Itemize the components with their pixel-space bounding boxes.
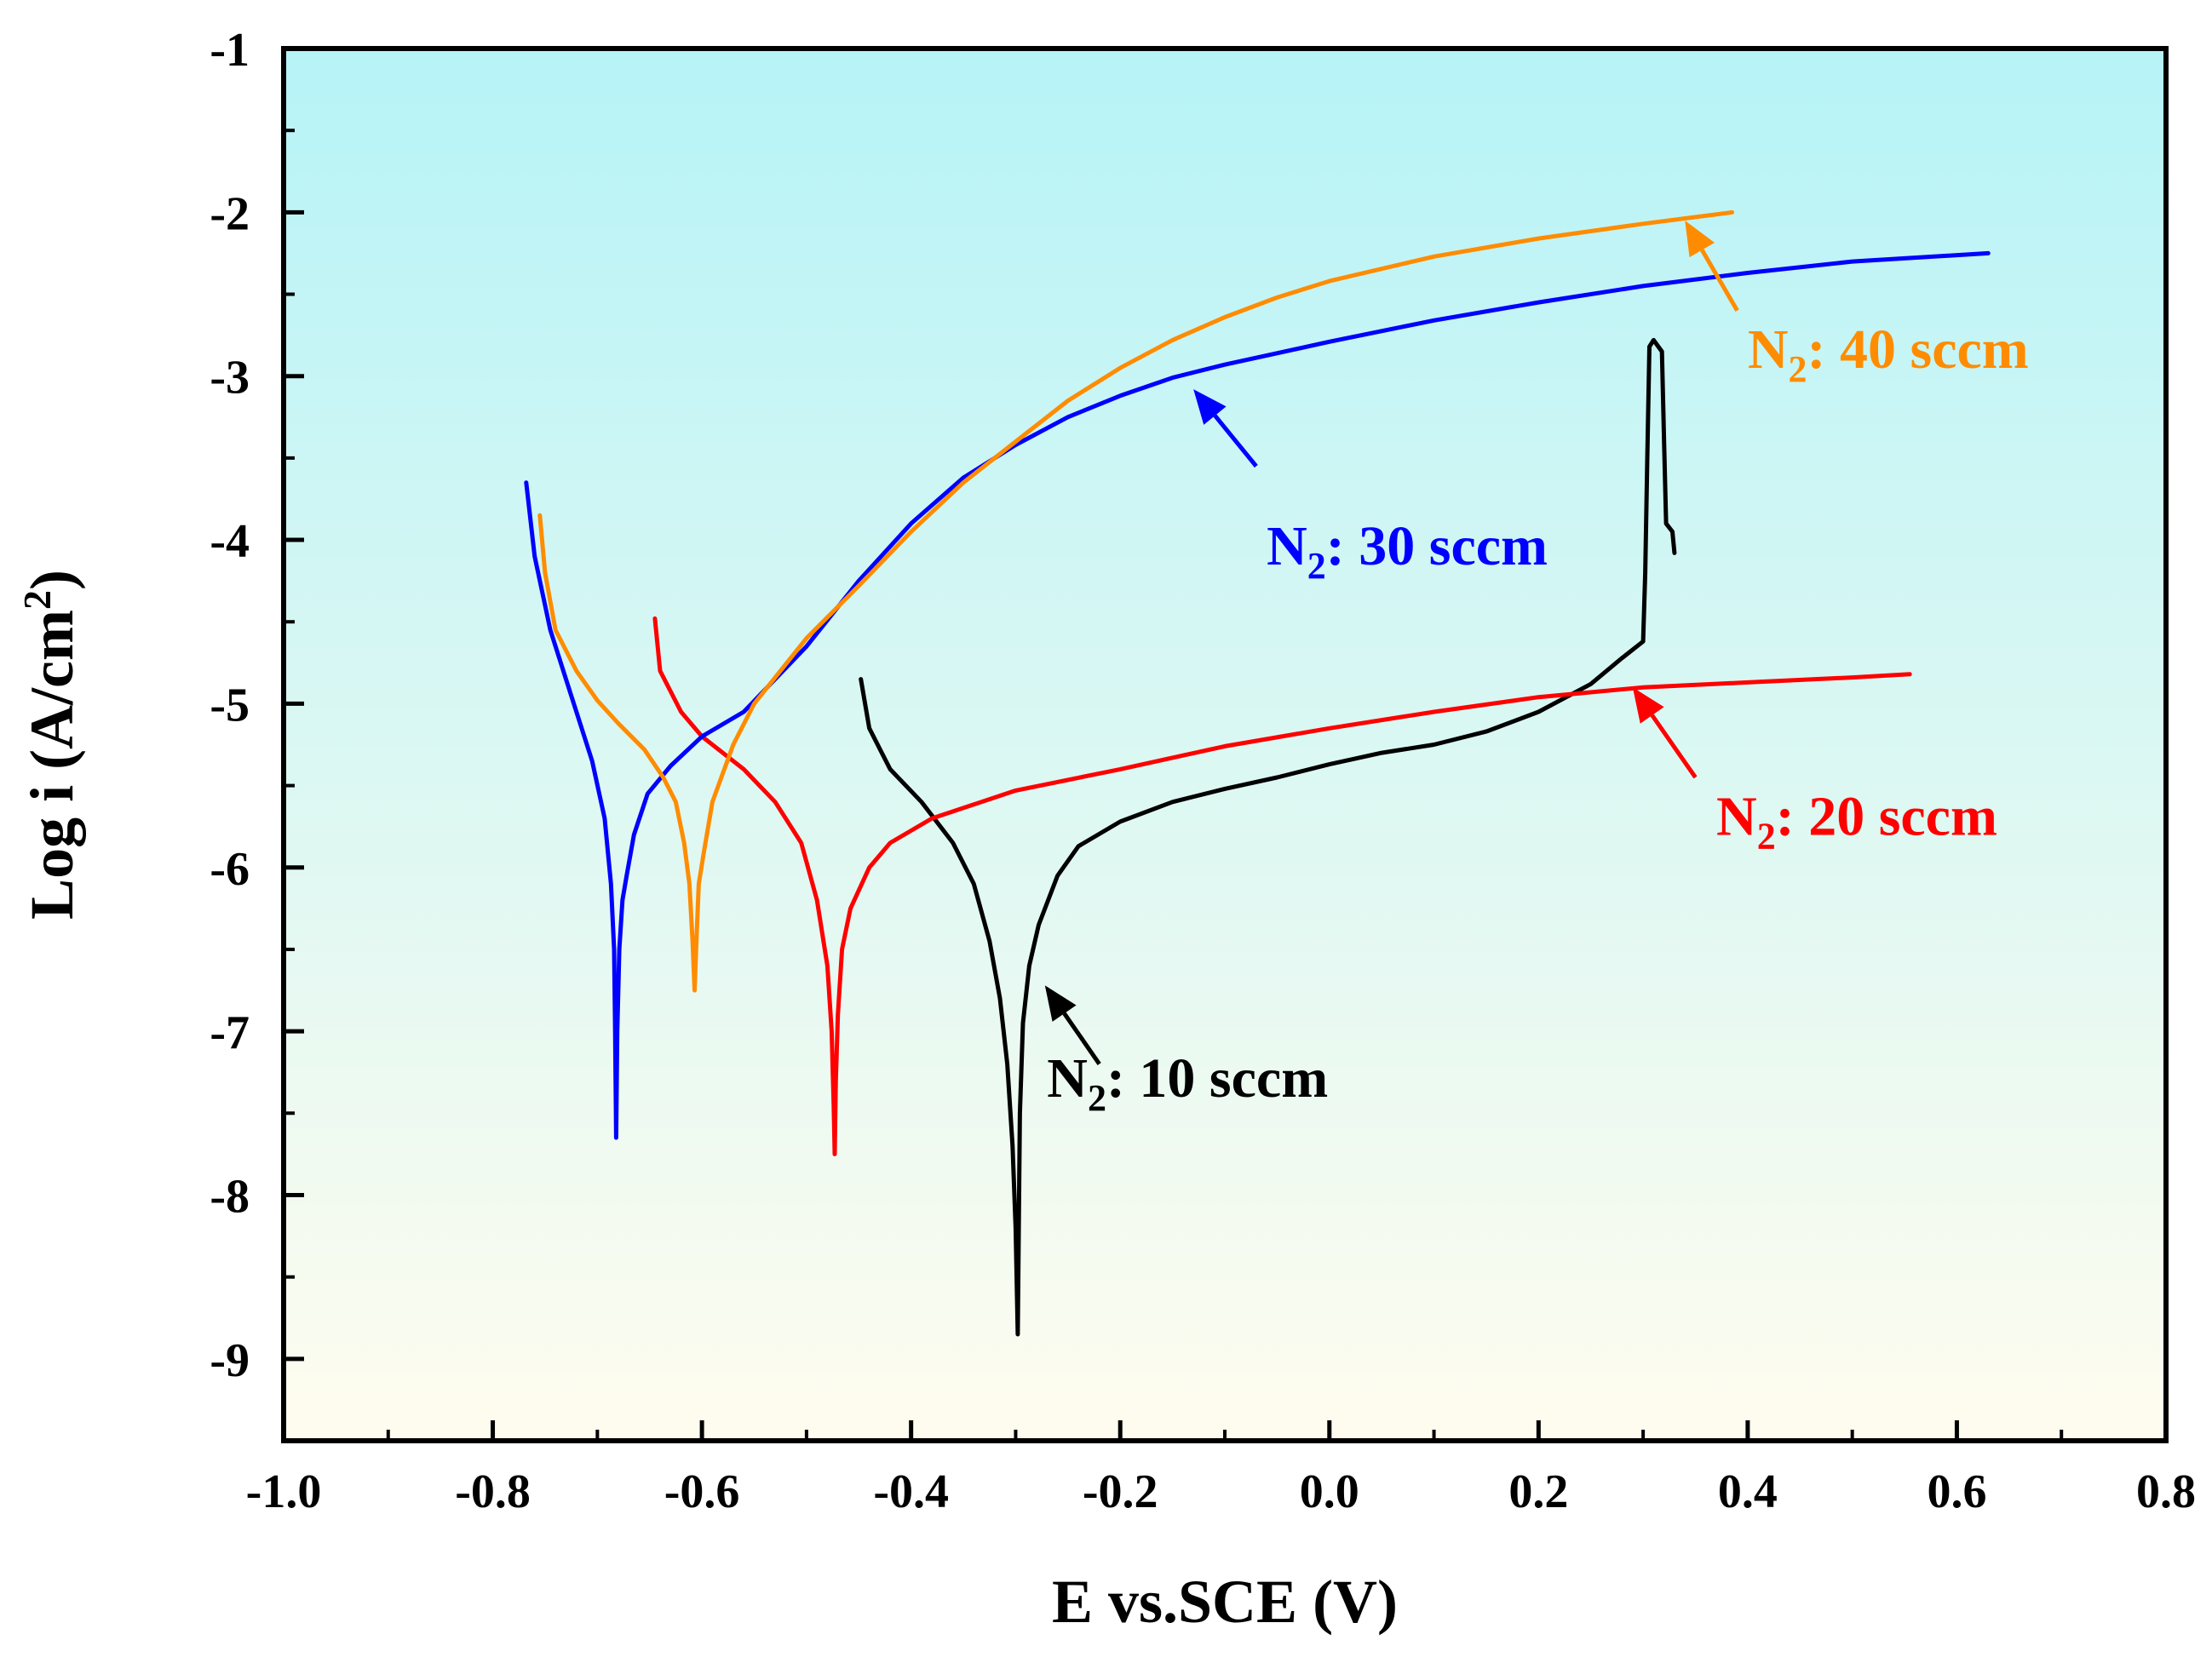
series-line-40-sccm [537,209,1734,993]
annotation-arrow-head [1632,687,1664,724]
annotation-arrow-shaft [1062,1012,1101,1066]
y-axis-title: Log i (A/cm2) [15,570,86,920]
annotation-prefix: N [1716,785,1757,847]
x-tick-label: 0.8 [2136,1465,2196,1518]
annotation-label: N2: 10 sccm [1047,1047,1328,1119]
annotation-prefix: N [1047,1047,1088,1110]
y-axis-title-sup: 2 [15,590,59,610]
x-tick-label: 0.0 [1300,1465,1359,1518]
annotation-arrow-shaft [1650,714,1698,779]
x-tick-label: -0.4 [873,1465,949,1518]
annotation-label: N2: 40 sccm [1748,318,2029,390]
annotation-label: N2: 30 sccm [1267,515,1548,587]
y-tick-label: -6 [210,843,250,896]
axis-ticks: -1.0 -0.8 -0.6 -0.4 -0.2 0.0 0.2 0.4 0.6 0.8 -1 -2 -… [210,24,2196,1518]
y-tick-label: -1 [210,24,250,77]
annotation-text: : 10 sccm [1106,1047,1328,1110]
series-line-20-sccm [652,616,1912,1156]
annotation-prefix: N [1748,318,1789,381]
y-tick-label: -8 [210,1170,250,1223]
annotation-arrow-shaft [1213,414,1258,468]
y-axis-title-suffix: ) [18,570,86,590]
annotation-arrow-head [1193,389,1227,425]
y-tick-label: -9 [210,1334,250,1387]
annotation-arrow-head [1685,220,1715,258]
x-tick-label: -0.2 [1083,1465,1158,1518]
annotation-text: : 30 sccm [1326,515,1548,577]
annotation-arrow-head [1044,985,1077,1022]
annotation-text: : 40 sccm [1807,318,2029,381]
x-tick-label: 0.2 [1508,1465,1568,1518]
y-tick-label: -4 [210,515,250,568]
annotation-arrow-shaft [1700,249,1739,313]
y-tick-label: -2 [210,187,250,240]
series-line-10-sccm [859,337,1677,1337]
annotation-subscript: 2 [1088,1077,1106,1119]
y-tick-label: -7 [210,1006,250,1059]
y-axis-title-prefix: Log i (A/cm [18,610,86,920]
x-tick-label: -0.8 [455,1465,531,1518]
x-tick-label: -0.6 [664,1465,740,1518]
x-tick-label: 0.6 [1927,1465,1986,1518]
annotation-label: N2: 20 sccm [1716,785,1997,857]
y-tick-label: -5 [210,679,250,731]
x-axis-title: E vs.SCE (V) [1052,1568,1398,1636]
annotation-text: : 20 sccm [1776,785,1997,847]
x-tick-label: 0.4 [1718,1465,1778,1518]
series-layer [524,209,1991,1337]
series-line-30-sccm [524,250,1991,1140]
annotation-subscript: 2 [1789,348,1807,390]
annotation-subscript: 2 [1757,815,1776,857]
y-tick-label: -3 [210,352,250,404]
x-tick-label: -1.0 [246,1465,322,1518]
annotation-subscript: 2 [1307,545,1326,587]
annotation-prefix: N [1267,515,1307,577]
